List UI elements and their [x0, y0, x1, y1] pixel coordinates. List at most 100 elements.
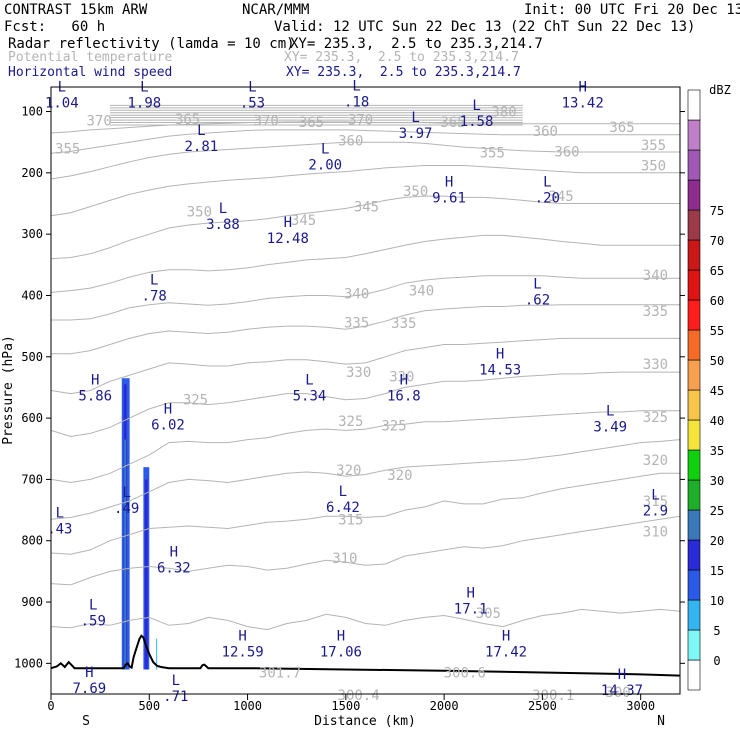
colorbar-swatch — [687, 179, 701, 211]
wind-extremum-type: L — [651, 487, 659, 503]
theta-label: 355 — [641, 138, 666, 154]
x-tick-label: 2000 — [430, 699, 459, 713]
theta-contour — [50, 141, 680, 180]
wind-extremum: L5.34 — [293, 373, 327, 405]
wind-extremum-value: .49 — [114, 501, 139, 517]
wind-extremum-type: H — [400, 373, 408, 389]
wind-extremum-type: L — [321, 141, 329, 157]
colorbar-label: 70 — [710, 234, 724, 248]
theta-label: 335 — [344, 315, 369, 331]
wind-extremum-type: L — [248, 80, 256, 96]
theta-label: 340 — [643, 268, 668, 284]
model-title: CONTRAST 15km ARW — [4, 2, 148, 18]
theta-label: 365 — [175, 112, 200, 128]
colorbar-label: 50 — [710, 354, 724, 368]
wind-extremum-type: H — [496, 346, 504, 362]
theta-label: 380 — [491, 105, 516, 121]
wind-extremum-value: 3.49 — [593, 419, 627, 435]
colorbar-swatch — [687, 149, 701, 181]
wind-extremum-value: 9.61 — [432, 191, 466, 207]
wind-extremum-value: 12.48 — [267, 231, 309, 247]
wind-extremum-type: L — [339, 484, 347, 500]
wind-extremum: H7.69 — [72, 665, 106, 697]
y-tick-label: 500 — [21, 350, 43, 364]
y-tick-label: 400 — [21, 288, 43, 302]
theta-contour — [50, 608, 681, 631]
wind-extremum-type: H — [466, 585, 474, 601]
wind-extremum-type: H — [578, 80, 586, 96]
field1-name: Radar reflectivity (lamda = 10 cm) — [8, 36, 295, 52]
wind-extremum-type: H — [284, 215, 292, 231]
colorbar-swatch — [687, 239, 701, 271]
wind-extremum-value: 16.8 — [387, 389, 421, 405]
colorbar-label: 0 — [713, 654, 720, 668]
theta-contour-layer — [50, 104, 681, 631]
theta-contour — [50, 234, 680, 293]
colorbar-label: 15 — [710, 564, 724, 578]
wind-extremum: L.20 — [535, 175, 560, 207]
institution: NCAR/MMM — [242, 2, 310, 18]
colorbar-label: 35 — [710, 444, 724, 458]
theta-contour — [50, 515, 681, 586]
wind-extremum: L1.58 — [460, 98, 494, 130]
y-tick-label: 200 — [21, 166, 43, 180]
wind-extremum-value: 17.1 — [454, 601, 488, 617]
theta-label: 300.1 — [532, 688, 574, 704]
theta-label: 310 — [332, 551, 357, 567]
valid-time: Valid: 12 UTC Sun 22 Dec 13 (22 ChT Sun … — [274, 19, 696, 35]
colorbar-swatch — [687, 119, 701, 151]
theta-label: 325 — [338, 414, 363, 430]
theta-label: 340 — [409, 284, 434, 300]
theta-label: 320 — [387, 468, 412, 484]
wind-extremum-value: .59 — [81, 614, 106, 630]
colorbar-swatch — [687, 599, 701, 631]
wind-extremum-value: 2.9 — [643, 503, 668, 519]
theta-label: 300.4 — [338, 688, 380, 704]
wind-extremum-value: .71 — [163, 689, 188, 705]
theta-contour — [50, 129, 680, 154]
theta-contour — [50, 337, 680, 395]
theta-contour — [50, 472, 680, 555]
theta-label: 301.7 — [259, 666, 301, 682]
wind-extremum-type: H — [618, 667, 626, 683]
theta-label: 345 — [291, 213, 316, 229]
theta-label: 360 — [533, 124, 558, 140]
wind-extremum-value: .53 — [240, 96, 265, 112]
colorbar-label: 75 — [710, 204, 724, 218]
theta-label: 320 — [643, 453, 668, 469]
wind-extremum-value: 5.86 — [78, 389, 112, 405]
y-tick-label: 300 — [21, 227, 43, 241]
theta-label: 350 — [641, 158, 666, 174]
north-end-label: N — [657, 714, 665, 729]
wind-extremum: L6.42 — [326, 484, 360, 516]
y-axis-label: Pressure (hPa) — [1, 335, 16, 445]
wind-extremum-type: L — [533, 276, 541, 292]
wind-extremum-value: 1.58 — [460, 114, 494, 130]
wind-extremum-value: .20 — [535, 191, 560, 207]
wind-extremum-type: L — [56, 506, 64, 522]
colorbar-label: 10 — [710, 594, 724, 608]
wind-extremum-type: H — [337, 628, 345, 644]
theta-label: 300 — [605, 685, 630, 701]
field3-name: Horizontal wind speed — [8, 65, 173, 80]
colorbar-swatch — [687, 479, 701, 511]
colorbar-swatch — [687, 629, 701, 661]
y-tick-label: 900 — [21, 595, 43, 609]
colorbar-swatch — [687, 419, 701, 451]
colorbar-label: 30 — [710, 474, 724, 488]
forecast-hour: Fcst: 60 h — [4, 19, 106, 35]
colorbar-swatch — [687, 89, 701, 121]
reflectivity-cell — [124, 439, 127, 670]
colorbar-swatch — [687, 359, 701, 391]
wind-extremum-type: L — [140, 80, 148, 96]
wind-extremum-type: H — [91, 373, 99, 389]
theta-contour — [51, 304, 680, 355]
wind-extremum-value: .43 — [47, 522, 72, 538]
theta-label: 310 — [643, 525, 668, 541]
theta-label: 365 — [440, 115, 465, 131]
wind-extremum: H12.59 — [222, 628, 264, 660]
colorbar-swatch — [687, 209, 701, 241]
plot-frame — [50, 86, 681, 695]
wind-extremum-type: L — [172, 673, 180, 689]
wind-extremum: H12.48 — [267, 215, 309, 247]
